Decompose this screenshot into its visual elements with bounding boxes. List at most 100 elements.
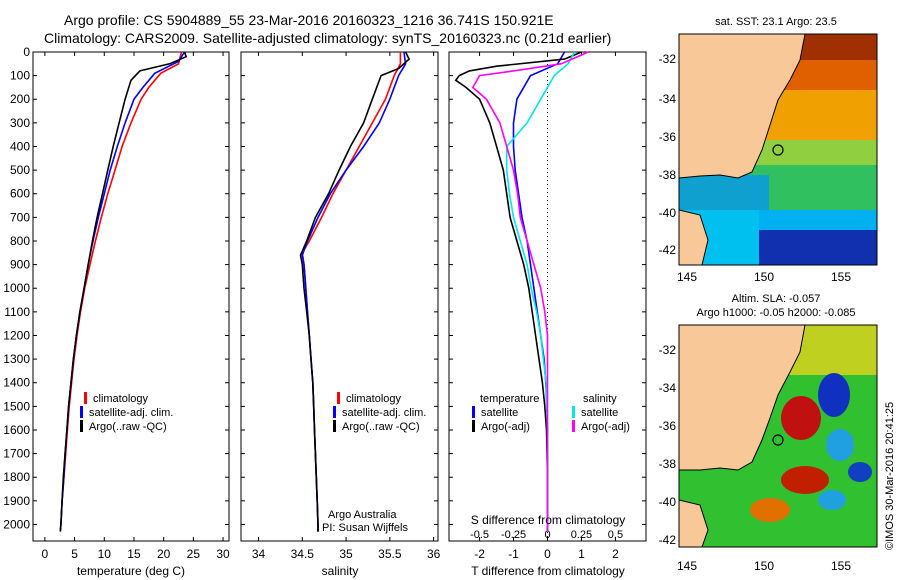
sla-map: Altim. SLA: -0.057 Argo h1000: -0.05 h20… xyxy=(659,293,878,573)
legend-label-argo: Argo(..raw -QC) xyxy=(342,421,420,433)
salinity-legend: climatology satellite-adj. clim. Argo(..… xyxy=(322,392,426,534)
legend-swatch-s-satellite xyxy=(572,406,575,418)
sla-map-subtitle: Argo h1000: -0.05 h2000: -0.085 xyxy=(696,307,855,319)
x-tick-label: 15 xyxy=(127,547,141,561)
map1-ytick: -36 xyxy=(659,130,677,144)
map1-ytick: -40 xyxy=(659,206,677,220)
s-diff-tick-label: 0.25 xyxy=(571,529,592,541)
series-line xyxy=(59,51,188,532)
series-line xyxy=(505,51,576,532)
sla-map-title: Altim. SLA: -0.057 xyxy=(732,293,821,305)
map1-ytick: -42 xyxy=(659,243,677,257)
y-tick-label: 1300 xyxy=(3,352,30,366)
map2-ytick: -38 xyxy=(659,457,677,471)
salinity-panel xyxy=(240,51,439,542)
y-tick-label: 500 xyxy=(10,163,30,177)
y-tick-label: 0 xyxy=(23,45,30,59)
temperature-plot: 0100200300400500600700800900100011001200… xyxy=(3,45,230,561)
y-tick-label: 100 xyxy=(10,69,30,83)
legend-swatch-argo xyxy=(333,420,336,432)
map1-ytick: -32 xyxy=(659,52,677,66)
x-tick-label: 20 xyxy=(157,547,171,561)
y-tick-label: 600 xyxy=(10,187,30,201)
map2-ytick: -40 xyxy=(659,495,677,509)
x-tick-label: 34.5 xyxy=(291,547,315,561)
y-tick-label: 300 xyxy=(10,116,30,130)
x-tick-label: 25 xyxy=(187,547,201,561)
map2-ytick: -32 xyxy=(659,343,677,357)
t-difference-xlabel: T difference from climatology xyxy=(471,564,625,578)
series-line xyxy=(301,51,407,532)
x-tick-label: 30 xyxy=(216,547,230,561)
legend-label-climatology: climatology xyxy=(93,393,149,405)
temperature-xlabel: temperature (deg C) xyxy=(77,564,185,578)
difference-plot: -2 -1 0 1 2 -0.5 -0.25 0 0.25 0.5 xyxy=(449,51,646,561)
s-diff-tick-label: 0.5 xyxy=(608,529,623,541)
map2-xtick: 155 xyxy=(831,559,851,573)
map1-xtick: 150 xyxy=(754,270,774,284)
legend-swatch-s-argo xyxy=(572,420,575,432)
map2-ytick: -36 xyxy=(659,419,677,433)
legend-heading-salinity: salinity xyxy=(583,393,617,405)
salinity-plot: 34 34.5 35 35.5 36 xyxy=(241,51,441,561)
legend-label-argo: Argo(..raw -QC) xyxy=(89,421,167,433)
annotation-pi: PI: Susan Wijffels xyxy=(322,522,408,534)
y-tick-label: 200 xyxy=(10,92,30,106)
series-line xyxy=(59,51,183,532)
legend-swatch-climatology xyxy=(337,392,340,404)
map2-ytick: -42 xyxy=(659,533,677,547)
legend-label-t-argo: Argo(-adj) xyxy=(481,421,530,433)
argo-position-marker xyxy=(772,144,784,156)
sst-map-title: sat. SST: 23.1 Argo: 23.5 xyxy=(715,16,837,28)
y-tick-label: 1100 xyxy=(4,305,30,319)
map2-ytick: -34 xyxy=(659,381,677,395)
y-tick-label: 1600 xyxy=(3,423,30,437)
y-tick-label: 1500 xyxy=(3,399,30,413)
x-tick-label: 2 xyxy=(612,547,619,561)
y-tick-label: 1900 xyxy=(3,494,30,508)
legend-label-satellite: satellite-adj. clim. xyxy=(89,407,173,419)
sst-map: sat. SST: 23.1 Argo: 23.5 -32 -34 -36 -3… xyxy=(659,16,878,284)
y-tick-label: 1700 xyxy=(3,447,30,461)
y-tick-label: 900 xyxy=(10,258,30,272)
difference-legend: temperature satellite Argo(-adj) salinit… xyxy=(472,393,630,433)
series-line xyxy=(301,52,402,532)
map2-xtick: 150 xyxy=(754,559,774,573)
x-tick-label: 1 xyxy=(578,547,585,561)
legend-heading-temperature: temperature xyxy=(480,393,539,405)
x-tick-label: 0 xyxy=(42,547,49,561)
map1-xtick: 155 xyxy=(831,270,851,284)
series-line xyxy=(454,51,582,532)
x-tick-label: 34 xyxy=(252,547,266,561)
legend-label-satellite: satellite-adj. clim. xyxy=(342,407,426,419)
map1-xtick: 145 xyxy=(677,270,697,284)
y-tick-label: 1200 xyxy=(3,328,30,342)
y-tick-label: 1800 xyxy=(3,470,30,484)
y-tick-label: 700 xyxy=(10,210,30,224)
s-diff-tick-label: -0.5 xyxy=(470,529,489,541)
x-tick-label: 5 xyxy=(71,547,78,561)
legend-swatch-satellite xyxy=(80,406,83,418)
temperature-legend: climatology satellite-adj. clim. Argo(..… xyxy=(80,392,173,433)
y-tick-label: 800 xyxy=(10,234,30,248)
y-tick-label: 2000 xyxy=(3,517,30,531)
y-tick-label: 1000 xyxy=(3,281,30,295)
legend-swatch-argo xyxy=(80,420,83,432)
legend-label-s-satellite: satellite xyxy=(581,407,618,419)
y-tick-label: 1400 xyxy=(3,376,30,390)
x-tick-label: -1 xyxy=(508,547,519,561)
s-diff-tick-label: 0 xyxy=(544,529,550,541)
map2-xtick: 145 xyxy=(677,559,697,573)
figure-title: Argo profile: CS 5904889_55 23-Mar-2016 … xyxy=(64,12,554,28)
s-difference-xlabel: S difference from climatology xyxy=(471,513,626,527)
temperature-panel xyxy=(32,51,230,542)
legend-swatch-t-argo xyxy=(472,420,475,432)
legend-swatch-t-satellite xyxy=(472,406,475,418)
legend-swatch-climatology xyxy=(84,392,87,404)
s-diff-tick-label: -0.25 xyxy=(501,529,526,541)
x-tick-label: 35 xyxy=(339,547,353,561)
x-tick-label: 35.5 xyxy=(378,547,402,561)
figure-subtitle: Climatology: CARS2009. Satellite-adjuste… xyxy=(44,30,611,46)
annotation-argo-australia: Argo Australia xyxy=(328,509,397,521)
